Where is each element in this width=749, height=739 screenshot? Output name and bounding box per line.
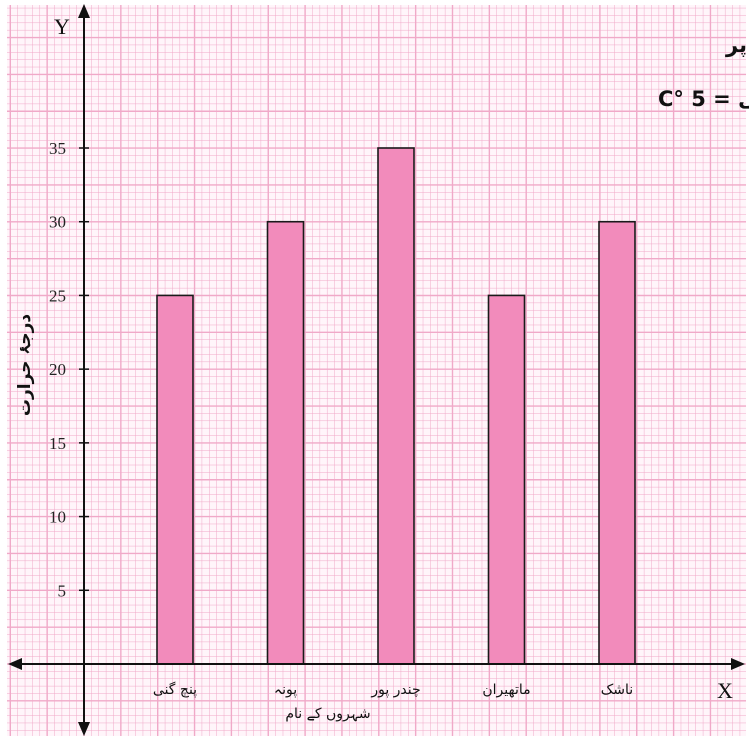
y-tick-label: 35 (49, 139, 66, 158)
y-tick-label: 25 (49, 286, 66, 305)
category-label: ناشک (601, 682, 633, 698)
x-axis-arrow-left (8, 658, 22, 670)
bar (377, 147, 415, 665)
category-label: ماتھیران (482, 682, 530, 698)
scale-note-line2: 1 اکائی = 5 °C (658, 87, 749, 111)
bar (266, 220, 305, 665)
category-label: چندر پور (370, 682, 420, 698)
y-axis-arrow-up (78, 4, 90, 18)
category-label: پونہ (274, 682, 297, 698)
bar (598, 220, 636, 665)
y-axis-label: درجۂ حرارت (15, 314, 35, 416)
x-axis-arrow-right (731, 658, 745, 670)
labels: 5 10 15 20 25 30 35 Y X پنچ گنی پونہ چندر پور ماتھیر… (15, 14, 749, 722)
y-tick-label: 5 (58, 581, 67, 600)
y-tick-label: 10 (49, 508, 66, 527)
x-axis-name: X (717, 678, 733, 703)
y-axis-name: Y (54, 14, 70, 39)
y-tick-label: 20 (49, 360, 66, 379)
category-label: پنچ گنی (153, 681, 197, 698)
axes (8, 4, 745, 736)
y-tick-label: 15 (49, 434, 66, 453)
scale-note-line1: پیمانہ : Y- محور پر (725, 33, 749, 57)
x-axis-label: شہروں کے نام (285, 706, 370, 722)
bar (156, 294, 194, 665)
y-axis-arrow-down (78, 722, 90, 736)
bar (487, 294, 526, 665)
y-tick-label: 30 (49, 213, 66, 232)
